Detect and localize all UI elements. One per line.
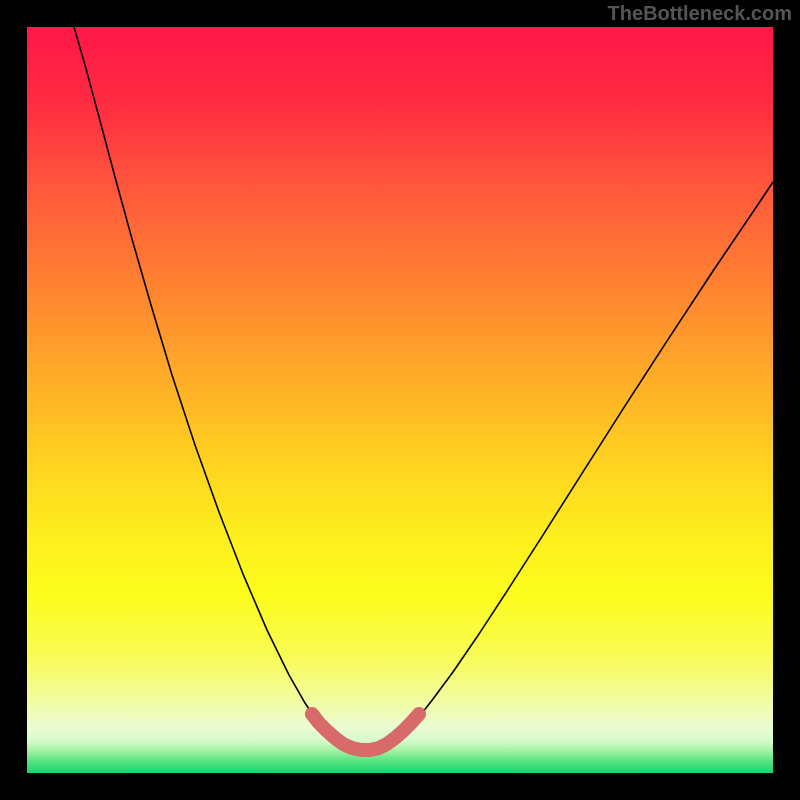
watermark-text: TheBottleneck.com bbox=[608, 3, 792, 26]
trough-highlight bbox=[27, 27, 773, 773]
plot-area bbox=[27, 27, 773, 773]
